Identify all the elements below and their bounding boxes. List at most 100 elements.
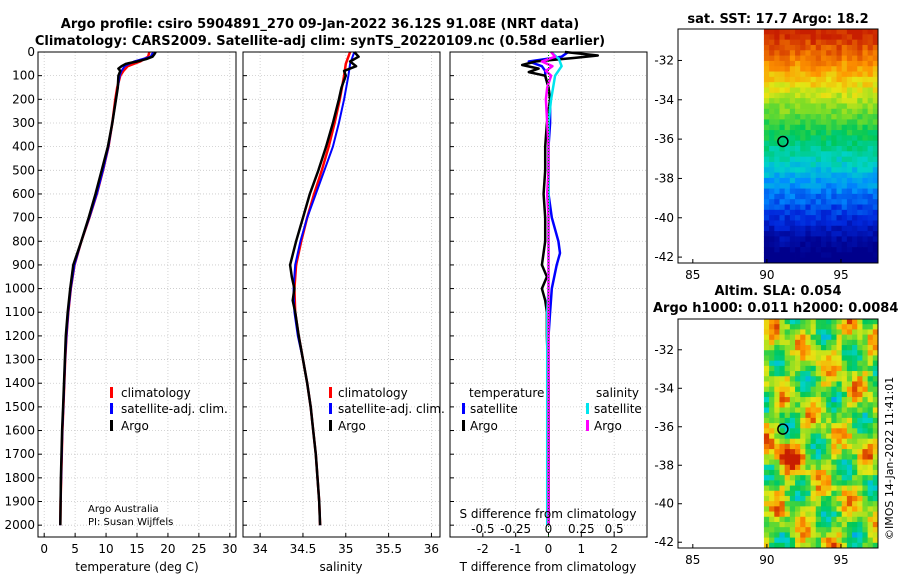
map-cell xyxy=(841,397,848,403)
map-cell xyxy=(867,397,874,403)
map-cell xyxy=(779,39,786,46)
map-cell xyxy=(815,151,822,158)
map-cell xyxy=(810,71,817,78)
map-cell xyxy=(836,257,843,264)
map-cell xyxy=(867,114,874,120)
map-cell xyxy=(852,532,858,538)
map-cell xyxy=(841,402,848,408)
map-cell xyxy=(774,506,780,512)
map-cell xyxy=(867,480,874,486)
map-cell xyxy=(805,193,811,200)
map-cell xyxy=(826,542,832,549)
map-cell xyxy=(831,402,837,408)
map-cell xyxy=(810,324,817,330)
map-cell xyxy=(800,215,806,221)
map-cell xyxy=(815,135,822,142)
map-cell xyxy=(852,516,858,523)
map-cell xyxy=(769,124,775,131)
map-cell xyxy=(826,516,832,523)
map-cell xyxy=(805,140,811,147)
map-cell xyxy=(872,188,879,195)
map-cell xyxy=(763,527,770,533)
map-cell xyxy=(857,87,863,94)
legend-swatch-climatology xyxy=(329,387,332,398)
map-cell xyxy=(846,350,853,356)
map-cell xyxy=(852,407,858,414)
map-cell xyxy=(800,345,806,351)
map-cell xyxy=(867,417,874,424)
map-cell xyxy=(810,443,817,450)
map-cell xyxy=(852,215,858,221)
map-cell xyxy=(795,423,801,429)
map-cell xyxy=(826,345,832,351)
map-cell xyxy=(872,167,879,173)
map-cell xyxy=(846,241,853,248)
map-cell xyxy=(846,402,853,408)
map-cell xyxy=(831,516,837,523)
map-cell xyxy=(857,257,863,264)
map-cell xyxy=(846,495,853,502)
map-cell xyxy=(867,365,874,372)
map-cell xyxy=(826,334,832,341)
legend-swatch-argo xyxy=(329,420,332,431)
y-tick-label: -42 xyxy=(654,535,674,549)
map-cell xyxy=(862,475,869,481)
map-cell xyxy=(763,34,770,41)
map-cell xyxy=(841,464,848,471)
map-cell xyxy=(789,188,796,195)
map-cell xyxy=(867,135,874,142)
map-cell xyxy=(852,60,858,67)
title-line-2: Climatology: CARS2009. Satellite-adj cli… xyxy=(35,34,605,49)
y-tick-label: -40 xyxy=(654,497,674,511)
y-tick-label: 1800 xyxy=(4,471,35,485)
map-cell xyxy=(846,247,853,253)
map-cell xyxy=(826,490,832,497)
map-cell xyxy=(852,34,858,41)
map-cell xyxy=(872,29,879,35)
map-cell xyxy=(805,177,811,184)
map-cell xyxy=(836,193,843,200)
map-cell xyxy=(867,108,874,115)
map-cell xyxy=(820,146,827,152)
map-cell xyxy=(831,257,837,264)
x-tick-label: 25 xyxy=(191,542,206,556)
map-cell xyxy=(815,130,822,136)
map-cell xyxy=(852,412,858,419)
map-cell xyxy=(857,542,863,549)
map-cell xyxy=(805,76,811,83)
map-cell xyxy=(831,376,837,382)
map-cell xyxy=(862,114,869,120)
map-cell xyxy=(826,506,832,512)
map-cell xyxy=(841,177,848,184)
map-cell xyxy=(846,537,853,544)
map-cell xyxy=(774,402,780,408)
map-cell xyxy=(872,417,879,424)
map-cell xyxy=(820,119,827,126)
map-cell xyxy=(763,215,770,221)
map-cell xyxy=(867,167,874,173)
map-cell xyxy=(852,172,858,179)
series-line-argo xyxy=(59,51,157,526)
map-cell xyxy=(815,428,822,434)
map-cell xyxy=(846,161,853,168)
y-tick-label: 800 xyxy=(12,234,35,248)
map-cell xyxy=(789,183,796,189)
map-cell xyxy=(862,177,869,184)
map-cell xyxy=(836,506,843,512)
map-cell xyxy=(836,215,843,221)
map-cell xyxy=(872,365,879,372)
map-cell xyxy=(857,39,863,46)
map-cell xyxy=(836,76,843,83)
map-cell xyxy=(763,220,770,227)
map-cell xyxy=(852,204,858,211)
map-cell xyxy=(872,521,879,528)
map-cell xyxy=(810,225,817,232)
map-cell xyxy=(815,55,822,62)
map-cell xyxy=(846,71,853,78)
map-cell xyxy=(805,220,811,227)
map-cell xyxy=(810,339,817,346)
map-cell xyxy=(763,506,770,512)
map-cell xyxy=(857,345,863,351)
map-cell xyxy=(820,204,827,211)
map-cell xyxy=(857,324,863,330)
